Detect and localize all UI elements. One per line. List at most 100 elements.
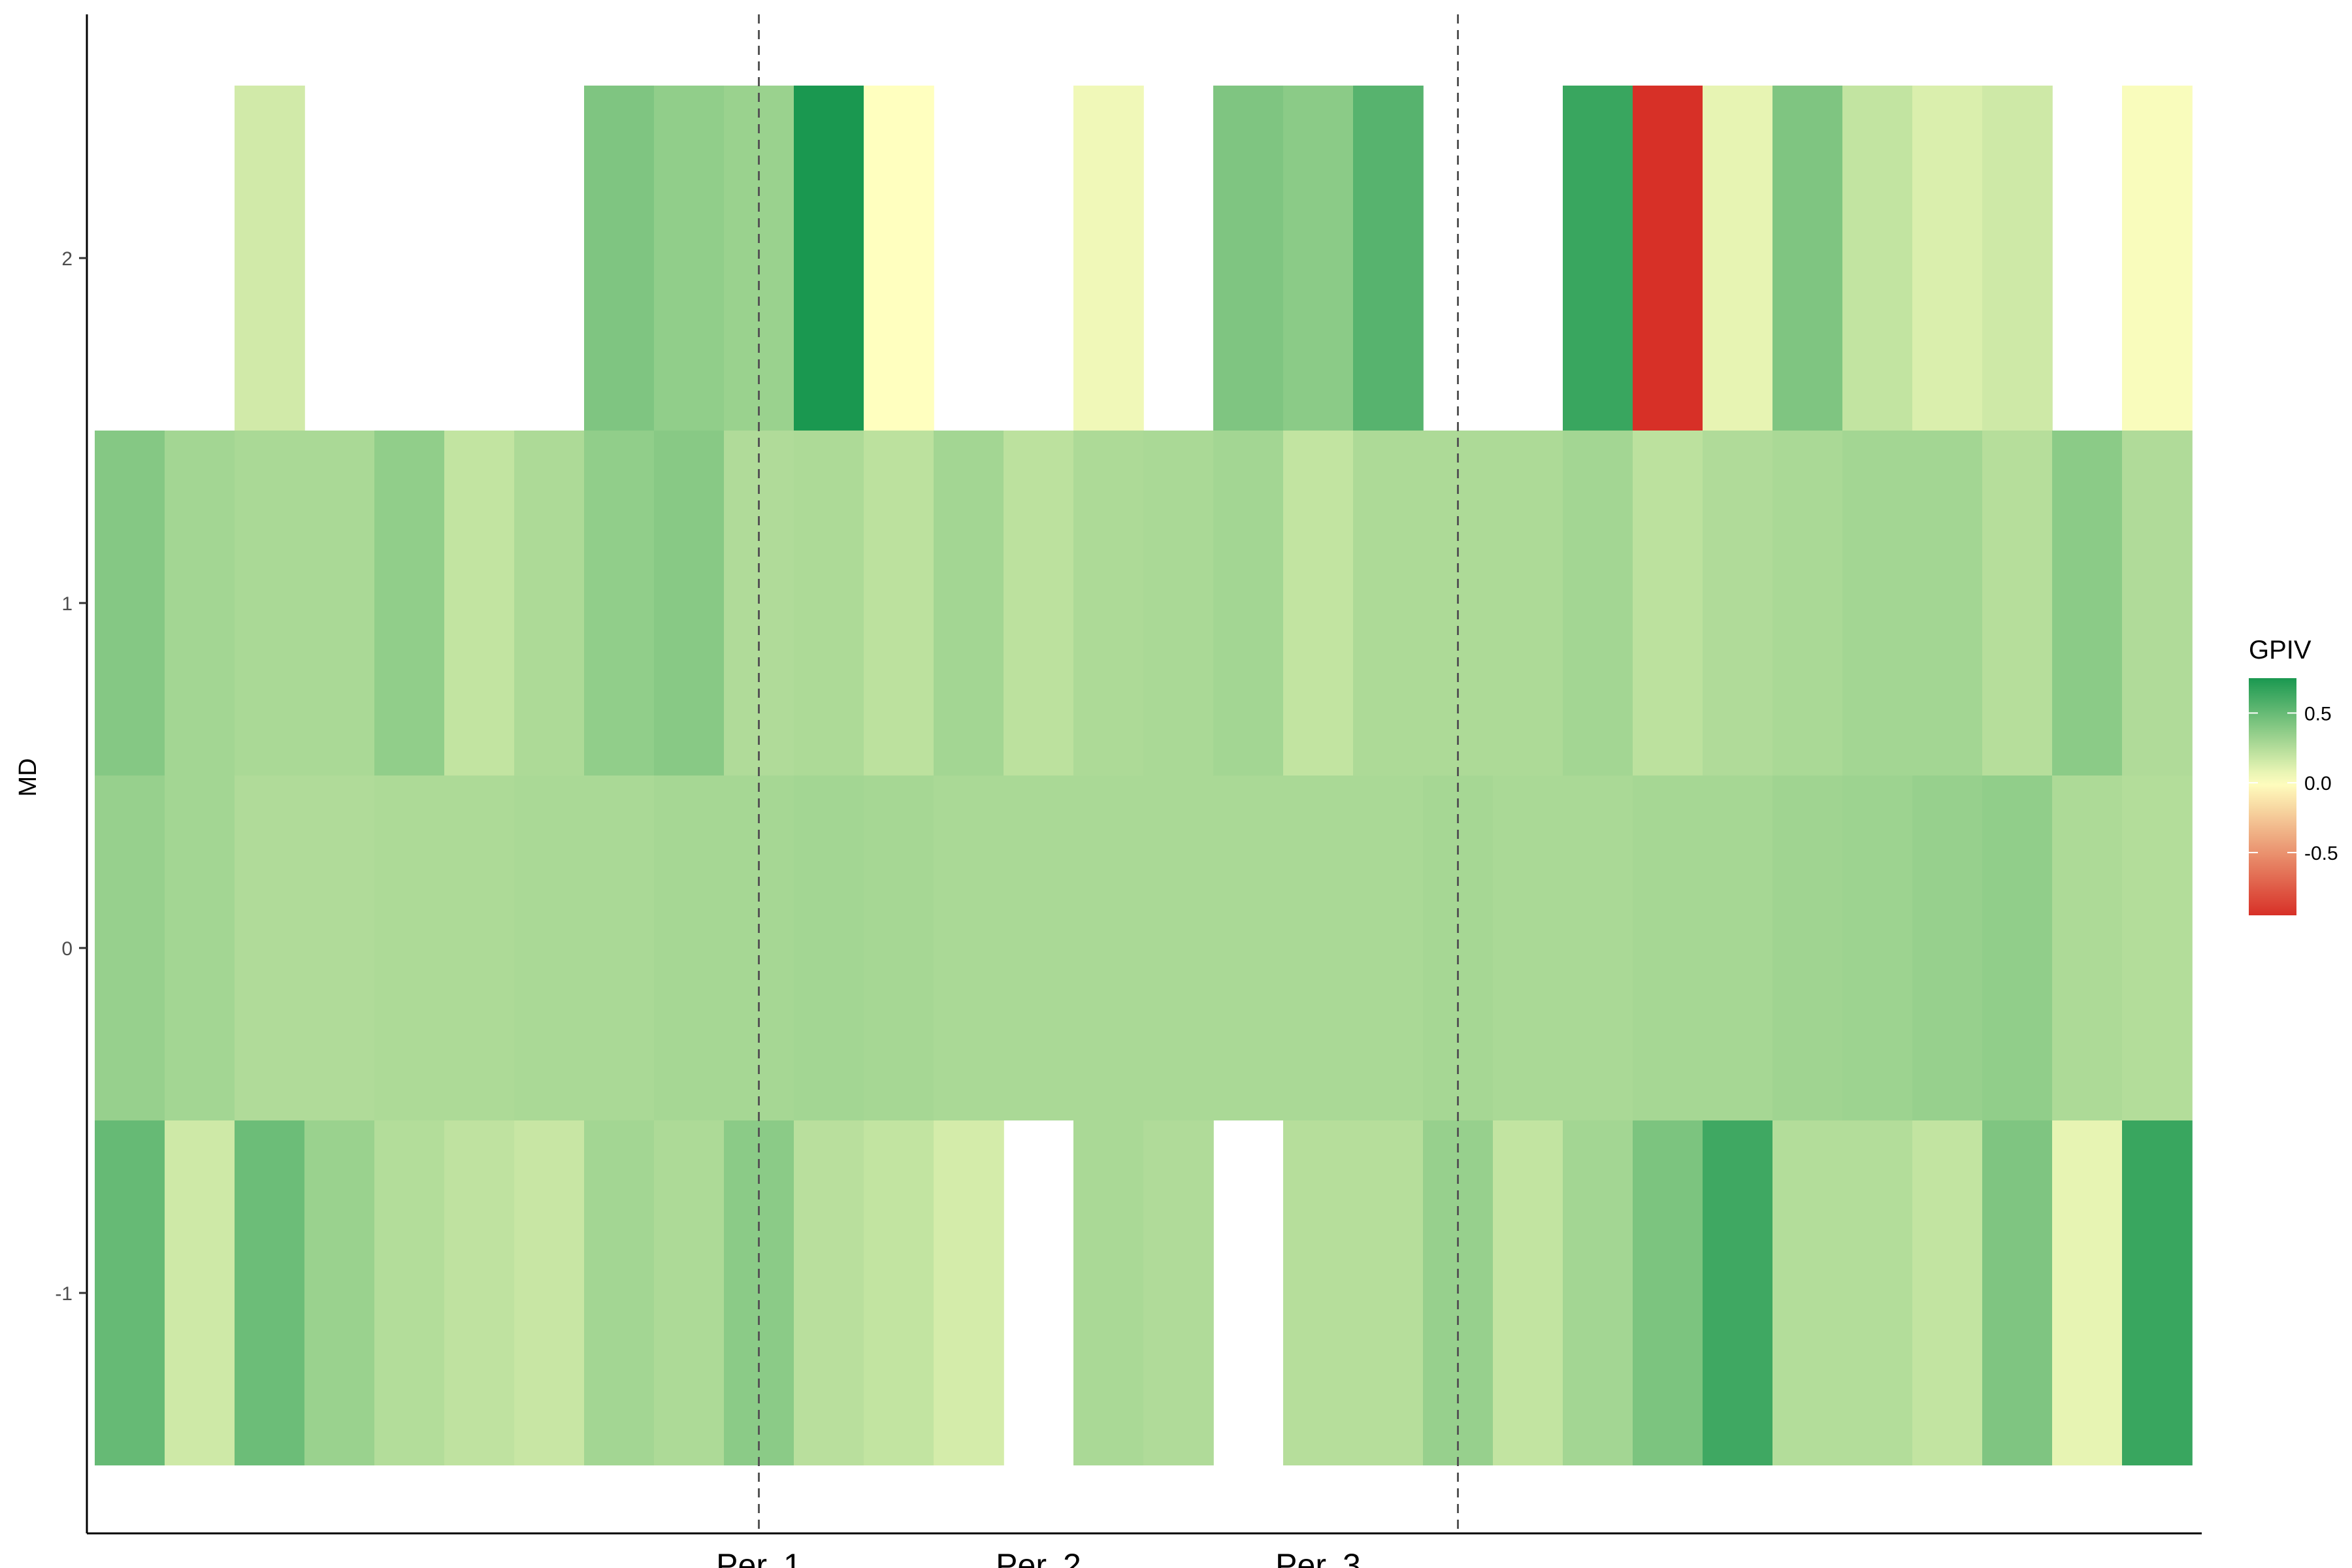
heatmap-cell bbox=[2122, 431, 2193, 776]
heatmap-cell bbox=[1563, 1120, 1633, 1465]
heatmap-cell bbox=[235, 1120, 305, 1465]
period-separator-lines bbox=[758, 14, 1459, 1533]
heatmap-cell bbox=[2122, 1120, 2193, 1465]
heatmap-cell bbox=[864, 431, 934, 776]
heatmap-cell bbox=[654, 86, 725, 431]
heatmap-cells bbox=[95, 86, 2193, 1465]
heatmap-cell bbox=[1073, 86, 1144, 431]
legend-colorbar bbox=[2249, 678, 2296, 915]
heatmap-cell bbox=[304, 776, 375, 1120]
heatmap-cell bbox=[1633, 1120, 1703, 1465]
heatmap-cell bbox=[934, 1120, 1004, 1465]
heatmap-cell bbox=[444, 1120, 515, 1465]
heatmap-cell bbox=[794, 776, 864, 1120]
heatmap-cell bbox=[1703, 1120, 1773, 1465]
legend-title: GPIV bbox=[2249, 636, 2311, 664]
heatmap-cell bbox=[1353, 1120, 1424, 1465]
legend-tick-label: -0.5 bbox=[2304, 843, 2338, 864]
heatmap-cell bbox=[2122, 86, 2193, 431]
heatmap-cell bbox=[1353, 776, 1424, 1120]
heatmap-cell bbox=[304, 431, 375, 776]
heatmap-cell bbox=[584, 86, 655, 431]
heatmap-cell bbox=[1283, 86, 1354, 431]
heatmap-cell bbox=[934, 776, 1004, 1120]
y-axis-title: MD bbox=[14, 758, 42, 796]
heatmap-cell bbox=[1493, 431, 1563, 776]
heatmap-cell bbox=[654, 776, 725, 1120]
heatmap-cell bbox=[1353, 431, 1424, 776]
heatmap-cell bbox=[1912, 1120, 1983, 1465]
heatmap-cell bbox=[1004, 776, 1074, 1120]
heatmap-cell bbox=[1842, 776, 1913, 1120]
heatmap-cell bbox=[514, 776, 585, 1120]
heatmap-cell bbox=[1842, 86, 1913, 431]
legend-tick-label: 0.0 bbox=[2304, 773, 2332, 794]
heatmap-cell bbox=[235, 431, 305, 776]
heatmap-cell bbox=[1912, 431, 1983, 776]
heatmap-cell bbox=[1633, 86, 1703, 431]
heatmap-cell bbox=[584, 1120, 655, 1465]
heatmap-cell bbox=[1982, 776, 2053, 1120]
period-label: Per. 2 bbox=[996, 1547, 1081, 1568]
heatmap-cell bbox=[1493, 776, 1563, 1120]
heatmap-cell bbox=[1213, 86, 1284, 431]
heatmap-cell bbox=[864, 776, 934, 1120]
y-tick-label: 2 bbox=[61, 248, 73, 270]
period-labels: Per. 1 Per. 2 Per. 3 bbox=[716, 1547, 1361, 1568]
heatmap-cell bbox=[95, 776, 165, 1120]
heatmap-cell bbox=[1563, 86, 1633, 431]
heatmap-cell bbox=[95, 1120, 165, 1465]
heatmap-cell bbox=[444, 776, 515, 1120]
period-label: Per. 1 bbox=[716, 1547, 802, 1568]
heatmap-cell bbox=[1772, 86, 1843, 431]
heatmap-cell bbox=[1772, 431, 1843, 776]
heatmap-cell bbox=[165, 431, 235, 776]
legend-ticks: 0.5 0.0 -0.5 bbox=[2249, 703, 2338, 864]
heatmap-cell bbox=[1213, 776, 1284, 1120]
heatmap-cell bbox=[1842, 1120, 1913, 1465]
heatmap-cell bbox=[1912, 776, 1983, 1120]
y-tick-label: 0 bbox=[61, 938, 73, 960]
heatmap-cell bbox=[1772, 1120, 1843, 1465]
heatmap-cell bbox=[1493, 1120, 1563, 1465]
y-axis-ticks: -1 0 1 2 bbox=[55, 248, 87, 1305]
heatmap-cell bbox=[794, 431, 864, 776]
heatmap-cell bbox=[1073, 431, 1144, 776]
heatmap-cell bbox=[934, 431, 1004, 776]
heatmap-cell bbox=[374, 776, 445, 1120]
heatmap-cell bbox=[165, 776, 235, 1120]
heatmap-cell bbox=[654, 431, 725, 776]
heatmap-cell bbox=[1004, 431, 1074, 776]
heatmap-cell bbox=[1703, 86, 1773, 431]
heatmap-cell bbox=[1283, 1120, 1354, 1465]
heatmap-cell bbox=[794, 1120, 864, 1465]
heatmap-cell bbox=[1633, 431, 1703, 776]
heatmap-cell bbox=[1982, 1120, 2053, 1465]
heatmap-cell bbox=[1143, 776, 1214, 1120]
heatmap-cell bbox=[794, 86, 864, 431]
heatmap-cell bbox=[584, 431, 655, 776]
heatmap-cell bbox=[235, 86, 305, 431]
heatmap-cell bbox=[584, 776, 655, 1120]
heatmap-cell bbox=[1982, 431, 2053, 776]
heatmap-cell bbox=[1633, 776, 1703, 1120]
heatmap-cell bbox=[1213, 431, 1284, 776]
heatmap-cell bbox=[1073, 1120, 1144, 1465]
legend-tick-label: 0.5 bbox=[2304, 703, 2332, 725]
heatmap-cell bbox=[1703, 776, 1773, 1120]
legend: GPIV 0.5 0.0 -0.5 bbox=[2249, 636, 2338, 915]
heatmap-cell bbox=[1912, 86, 1983, 431]
heatmap-cell bbox=[1772, 776, 1843, 1120]
heatmap-cell bbox=[1563, 776, 1633, 1120]
y-tick-label: -1 bbox=[55, 1283, 73, 1305]
heatmap-cell bbox=[864, 86, 934, 431]
heatmap-cell bbox=[235, 776, 305, 1120]
heatmap-cell bbox=[1073, 776, 1144, 1120]
heatmap-cell bbox=[2052, 1120, 2123, 1465]
heatmap-cell bbox=[864, 1120, 934, 1465]
heatmap-cell bbox=[1703, 431, 1773, 776]
heatmap-cell bbox=[1982, 86, 2053, 431]
heatmap-cell bbox=[2122, 776, 2193, 1120]
heatmap-cell bbox=[514, 1120, 585, 1465]
